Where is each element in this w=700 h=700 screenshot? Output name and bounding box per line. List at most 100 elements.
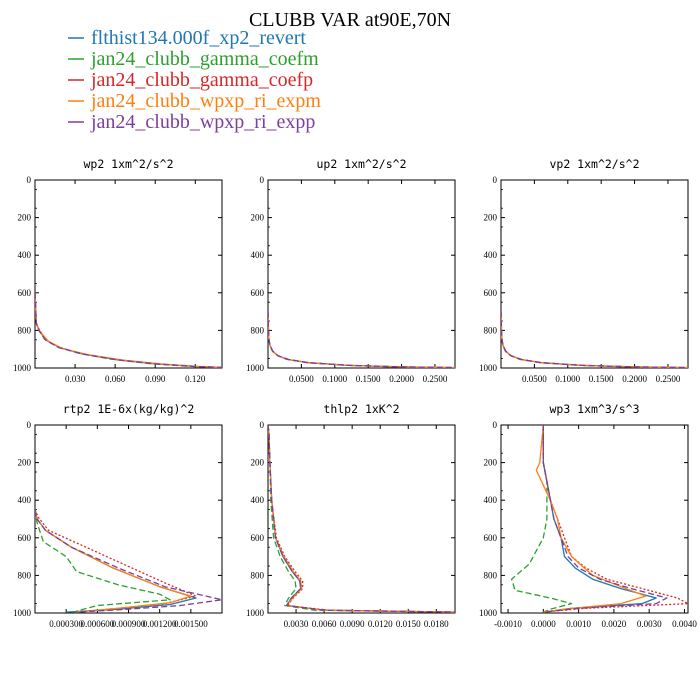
- legend-label: flthist134.000f_xp2_revert: [91, 27, 306, 49]
- x-tick-label: 0.0030: [284, 619, 309, 629]
- x-tick-label: 0.0040: [672, 619, 697, 629]
- panel-title: thlp2 1xK^2: [323, 402, 399, 416]
- y-tick-label: 1000: [246, 363, 265, 373]
- y-tick-label: 400: [484, 495, 498, 505]
- series-line: [501, 311, 688, 368]
- y-tick-label: 400: [251, 495, 265, 505]
- series-line: [268, 311, 455, 368]
- series-line: [542, 425, 668, 613]
- plot-frame: [500, 179, 689, 369]
- series-line: [535, 425, 647, 613]
- x-tick-label: -0.0010: [494, 619, 522, 629]
- y-tick-label: 200: [18, 458, 32, 468]
- chart-panel: wp2 1xm^2/s^2 0 200 400 600 800 1000 0.030 0.060…: [13, 157, 223, 384]
- x-tick-label: 0.000900: [112, 619, 146, 629]
- legend-label: jan24_clubb_gamma_coefp: [90, 69, 313, 91]
- panel-title: wp3 1xm^3/s^3: [549, 402, 639, 416]
- series-line: [35, 509, 192, 613]
- x-tick-label: 0.2500: [656, 374, 681, 384]
- y-tick-label: 0: [27, 175, 32, 185]
- y-tick-label: 600: [484, 533, 498, 543]
- x-tick-label: 0.2000: [622, 374, 647, 384]
- series-line: [35, 292, 222, 368]
- y-tick-label: 1000: [479, 608, 498, 618]
- y-tick-label: 200: [18, 213, 32, 223]
- x-tick-label: 0.0030: [637, 619, 662, 629]
- x-tick-label: 0.1000: [555, 374, 580, 384]
- series-line: [35, 509, 197, 613]
- x-tick-label: 0.0500: [522, 374, 547, 384]
- series-line: [268, 311, 455, 368]
- y-tick-label: 200: [484, 458, 498, 468]
- y-tick-label: 600: [18, 533, 32, 543]
- panel-title: wp2 1xm^2/s^2: [83, 157, 173, 171]
- series-line: [35, 292, 222, 368]
- y-tick-label: 1000: [479, 363, 498, 373]
- x-tick-label: 0.0120: [368, 619, 393, 629]
- x-tick-label: 0.0020: [602, 619, 627, 629]
- series-line: [268, 311, 455, 368]
- plot-frame: [34, 424, 223, 614]
- chart-panel: wp3 1xm^3/s^3 0 200 400 600 800 1000-0.0010 0.0…: [479, 402, 697, 629]
- y-tick-label: 600: [251, 533, 265, 543]
- series-group: [268, 311, 455, 368]
- y-tick-label: 400: [18, 495, 32, 505]
- series-line: [268, 311, 455, 368]
- plot-frame: [500, 424, 689, 614]
- x-tick-label: 0.060: [105, 374, 126, 384]
- panel-title: vp2 1xm^2/s^2: [549, 157, 639, 171]
- x-tick-label: 0.0090: [340, 619, 365, 629]
- x-tick-label: 0.2000: [389, 374, 414, 384]
- y-tick-label: 800: [18, 325, 32, 335]
- x-tick-label: 0.0180: [424, 619, 449, 629]
- panel-title: rtp2 1E-6x(kg/kg)^2: [63, 402, 195, 416]
- y-tick-label: 600: [251, 288, 265, 298]
- x-tick-label: 0.120: [185, 374, 206, 384]
- legend-label: jan24_clubb_gamma_coefm: [90, 48, 319, 70]
- chart-panel: vp2 1xm^2/s^2 0 200 400 600 800 1000 0.0500 0.10…: [479, 157, 689, 384]
- y-tick-label: 200: [484, 213, 498, 223]
- y-tick-label: 800: [251, 570, 265, 580]
- series-group: [35, 292, 222, 368]
- series-line: [35, 509, 222, 613]
- y-tick-label: 1000: [246, 608, 265, 618]
- series-line: [501, 311, 688, 368]
- series-group: [35, 509, 222, 613]
- chart-panel: rtp2 1E-6x(kg/kg)^2 0 200 400 600 800 1000 0.00…: [13, 402, 223, 629]
- series-line: [268, 311, 455, 368]
- y-tick-label: 0: [260, 175, 265, 185]
- x-tick-label: 0.090: [145, 374, 166, 384]
- series-line: [268, 425, 455, 613]
- panel-title: up2 1xm^2/s^2: [316, 157, 406, 171]
- x-tick-label: 0.1500: [589, 374, 614, 384]
- x-tick-label: 0.000300: [49, 619, 83, 629]
- panels: wp2 1xm^2/s^2 0 200 400 600 800 1000 0.030 0.060…: [13, 157, 697, 629]
- series-line: [35, 292, 222, 368]
- y-tick-label: 400: [18, 250, 32, 260]
- figure-title: CLUBB VAR at90E,70N: [249, 9, 451, 31]
- series-group: [268, 425, 455, 613]
- series-line: [510, 425, 573, 613]
- x-tick-label: 0.0000: [531, 619, 556, 629]
- legend-label: jan24_clubb_wpxp_ri_expm: [90, 90, 321, 112]
- x-tick-label: 0.0060: [312, 619, 337, 629]
- y-tick-label: 200: [251, 213, 265, 223]
- x-tick-label: 0.1000: [322, 374, 347, 384]
- series-line: [501, 311, 688, 368]
- y-tick-label: 0: [260, 420, 265, 430]
- y-tick-label: 600: [484, 288, 498, 298]
- x-tick-label: 0.1500: [356, 374, 381, 384]
- y-tick-label: 0: [27, 420, 32, 430]
- y-tick-label: 0: [493, 420, 498, 430]
- x-tick-label: 0.0500: [289, 374, 314, 384]
- series-line: [35, 509, 171, 612]
- chart-panel: up2 1xm^2/s^2 0 200 400 600 800 1000 0.0500 0.10…: [246, 157, 456, 384]
- plot-frame: [34, 179, 223, 369]
- y-tick-label: 200: [251, 458, 265, 468]
- x-tick-label: 0.001200: [143, 619, 177, 629]
- x-tick-label: 0.000600: [80, 619, 114, 629]
- series-line: [501, 311, 688, 368]
- legend: flthist134.000f_xp2_revertjan24_clubb_ga…: [68, 27, 321, 133]
- plot-frame: [267, 179, 456, 369]
